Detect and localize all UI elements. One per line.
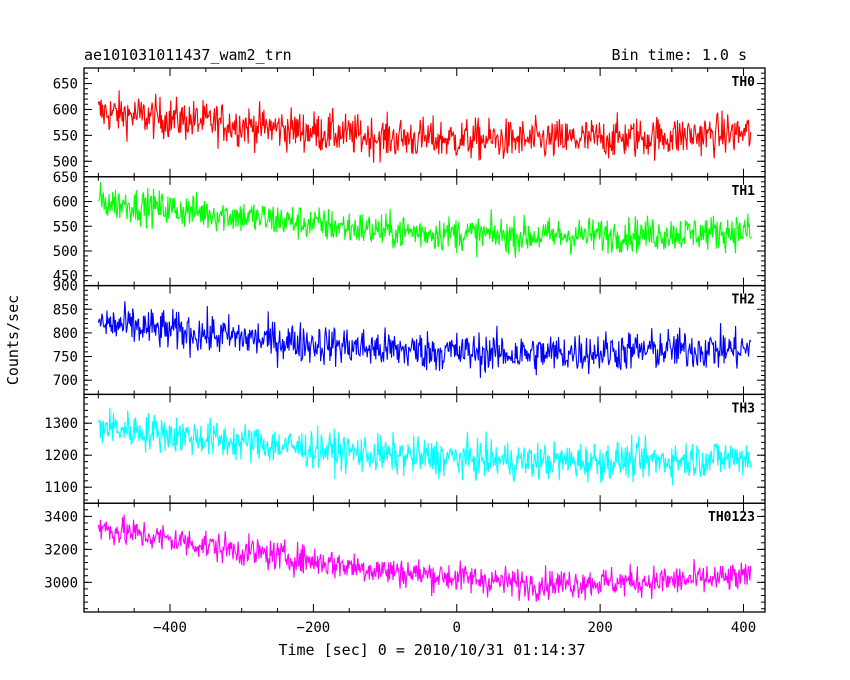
x-tick-label: −400 <box>153 620 187 636</box>
x-tick-label: 0 <box>453 620 461 636</box>
y-tick-label: 750 <box>53 350 78 366</box>
series-line-th0 <box>97 90 752 163</box>
panel-frame <box>83 502 766 613</box>
bin-time-label: Bin time: 1.0 s <box>612 46 747 64</box>
y-tick-label: 850 <box>53 302 78 318</box>
panel-label-th1: TH1 <box>732 184 756 199</box>
y-tick-label: 3400 <box>44 509 78 525</box>
panel-label-th0123: TH0123 <box>708 510 755 525</box>
panel-label-th0: TH0 <box>732 75 756 90</box>
x-axis-label: Time [sec] 0 = 2010/10/31 01:14:37 <box>278 641 585 659</box>
y-tick-label: 550 <box>53 219 78 235</box>
y-tick-label: 3000 <box>44 575 78 591</box>
y-tick-label: 450 <box>53 269 78 285</box>
y-tick-label: 500 <box>53 154 78 170</box>
panels-group: 500 550 600 650 TH0 450 500 550 600 650 TH1 700 750 8… <box>44 67 766 613</box>
series-line-th0123 <box>97 514 752 602</box>
y-axis-label: Counts/sec <box>4 295 22 385</box>
x-tick-label: −200 <box>297 620 331 636</box>
panel-th0123: 3000 3200 3400 TH0123 <box>44 502 766 613</box>
series-line-th3 <box>97 408 752 486</box>
y-tick-label: 1200 <box>44 448 78 464</box>
panel-th3: 1100 1200 1300 TH3 <box>44 393 766 504</box>
panel-th1: 450 500 550 600 650 TH1 <box>53 170 766 287</box>
y-tick-label: 600 <box>53 102 78 118</box>
x-tick-label: 200 <box>587 620 612 636</box>
y-tick-label: 650 <box>53 170 78 186</box>
y-tick-label: 550 <box>53 128 78 144</box>
y-tick-label: 500 <box>53 244 78 260</box>
series-line-th2 <box>97 301 752 378</box>
y-tick-label: 1300 <box>44 416 78 432</box>
y-tick-label: 900 <box>53 279 78 295</box>
panel-th0: 500 550 600 650 TH0 <box>53 67 766 178</box>
y-tick-label: 800 <box>53 326 78 342</box>
y-tick-label: 1100 <box>44 480 78 496</box>
y-tick-label: 3200 <box>44 542 78 558</box>
series-line-th1 <box>97 182 752 259</box>
panel-th2: 700 750 800 850 900 TH2 <box>53 279 766 396</box>
x-axis: −400 −200 0 200 400 <box>153 620 756 636</box>
y-tick-label: 650 <box>53 77 78 93</box>
panel-label-th3: TH3 <box>732 401 755 416</box>
chart-title: ae101031011437_wam2_trn <box>84 46 292 64</box>
y-tick-label: 700 <box>53 373 78 389</box>
panel-label-th2: TH2 <box>732 293 755 308</box>
y-tick-label: 600 <box>53 195 78 211</box>
x-tick-label: 400 <box>731 620 756 636</box>
